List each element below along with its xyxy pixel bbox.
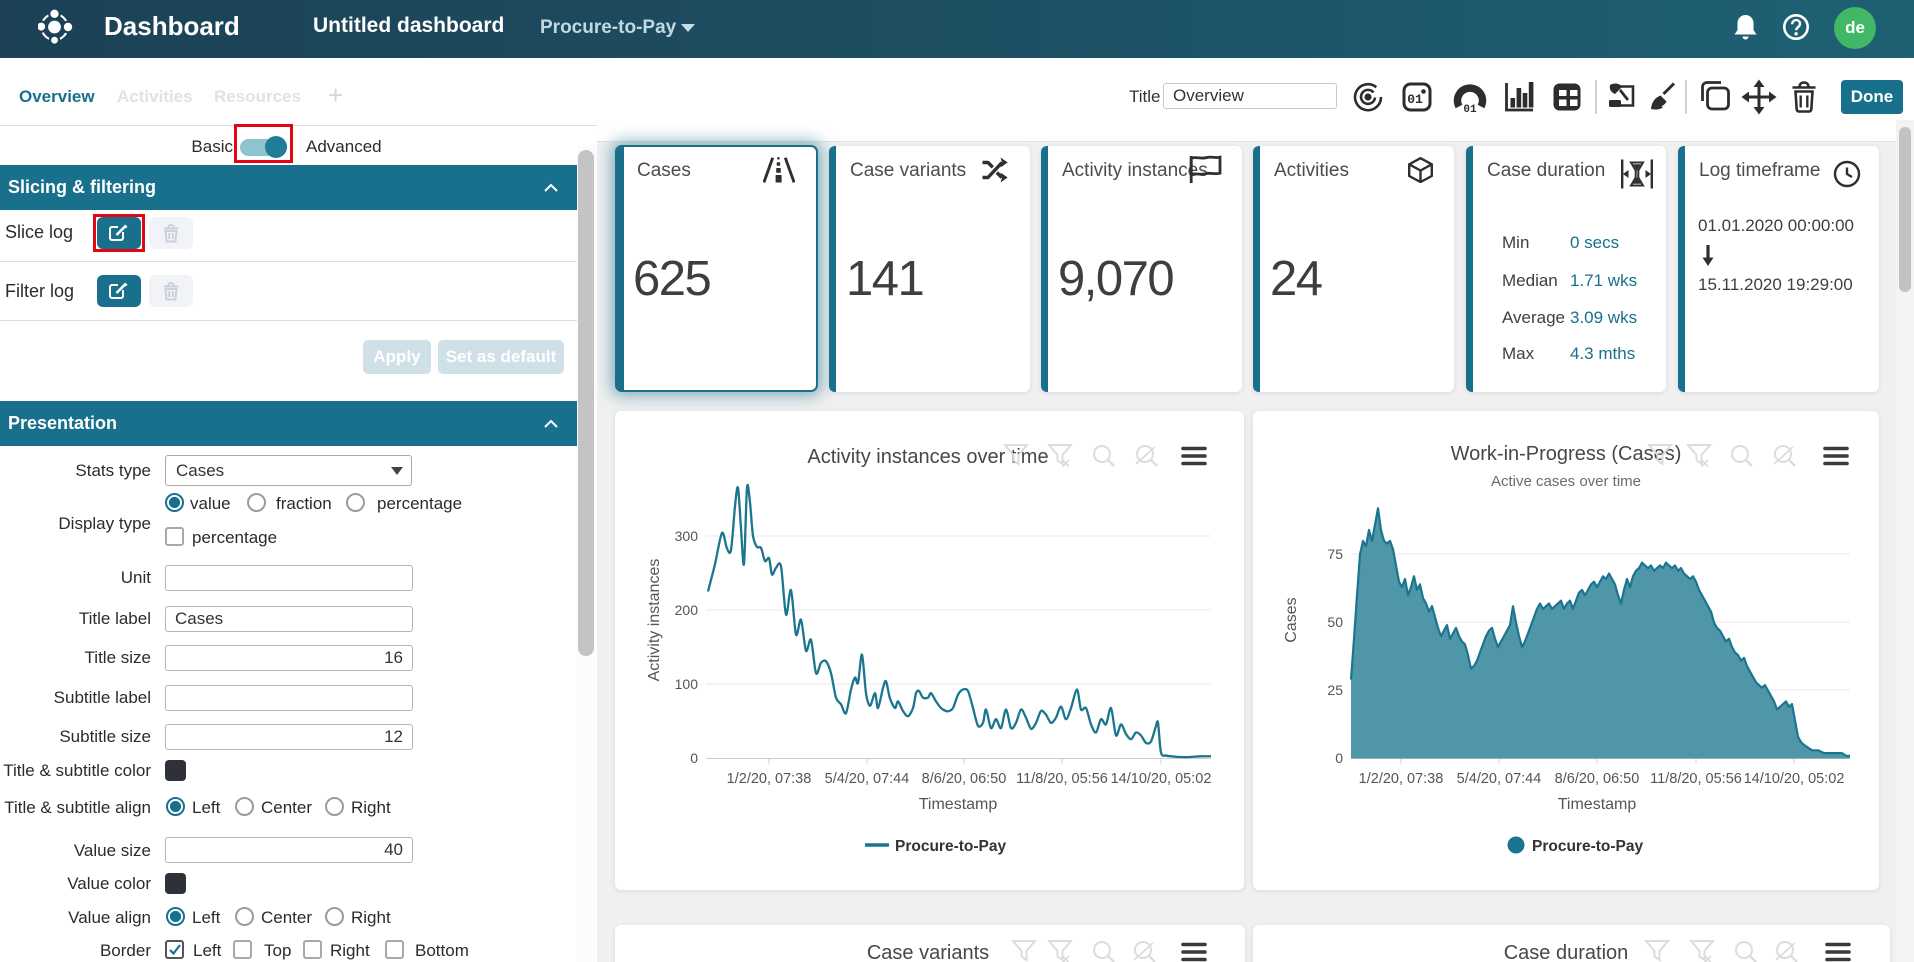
svg-text:5/4/20, 07:44: 5/4/20, 07:44 — [825, 771, 910, 787]
svg-text:25: 25 — [1327, 682, 1343, 698]
svg-text:8/6/20, 06:50: 8/6/20, 06:50 — [922, 771, 1007, 787]
svg-text:Activity instances: Activity instances — [646, 559, 663, 682]
svg-text:14/10/20, 05:02: 14/10/20, 05:02 — [1111, 771, 1212, 787]
svg-text:200: 200 — [675, 602, 699, 618]
svg-text:0: 0 — [1335, 750, 1343, 766]
svg-text:Active cases over time: Active cases over time — [1491, 473, 1641, 490]
svg-text:14/10/20, 05:02: 14/10/20, 05:02 — [1744, 771, 1845, 787]
svg-text:11/8/20, 05:56: 11/8/20, 05:56 — [1016, 771, 1108, 787]
svg-text:5/4/20, 07:44: 5/4/20, 07:44 — [1457, 771, 1542, 787]
svg-text:1/2/20, 07:38: 1/2/20, 07:38 — [1359, 771, 1444, 787]
svg-text:Case duration: Case duration — [1504, 942, 1629, 962]
svg-text:300: 300 — [675, 528, 699, 544]
svg-text:75: 75 — [1327, 546, 1343, 562]
svg-text:1/2/20, 07:38: 1/2/20, 07:38 — [727, 771, 812, 787]
svg-text:Work-in-Progress (Cases): Work-in-Progress (Cases) — [1451, 443, 1682, 465]
svg-text:Procure-to-Pay: Procure-to-Pay — [1532, 838, 1643, 855]
svg-text:100: 100 — [675, 676, 699, 692]
svg-text:Procure-to-Pay: Procure-to-Pay — [895, 838, 1006, 855]
svg-text:01: 01 — [1407, 92, 1423, 107]
svg-text:Timestamp: Timestamp — [919, 796, 998, 813]
svg-text:Timestamp: Timestamp — [1558, 796, 1637, 813]
svg-text:50: 50 — [1327, 614, 1343, 630]
svg-text:0: 0 — [690, 750, 698, 766]
svg-text:11/8/20, 05:56: 11/8/20, 05:56 — [1650, 771, 1742, 787]
svg-text:01: 01 — [1463, 104, 1477, 116]
svg-text:8/6/20, 06:50: 8/6/20, 06:50 — [1555, 771, 1640, 787]
svg-text:Activity instances over time: Activity instances over time — [807, 446, 1048, 468]
svg-text:Case variants: Case variants — [867, 942, 989, 962]
svg-text:Cases: Cases — [1283, 597, 1300, 642]
